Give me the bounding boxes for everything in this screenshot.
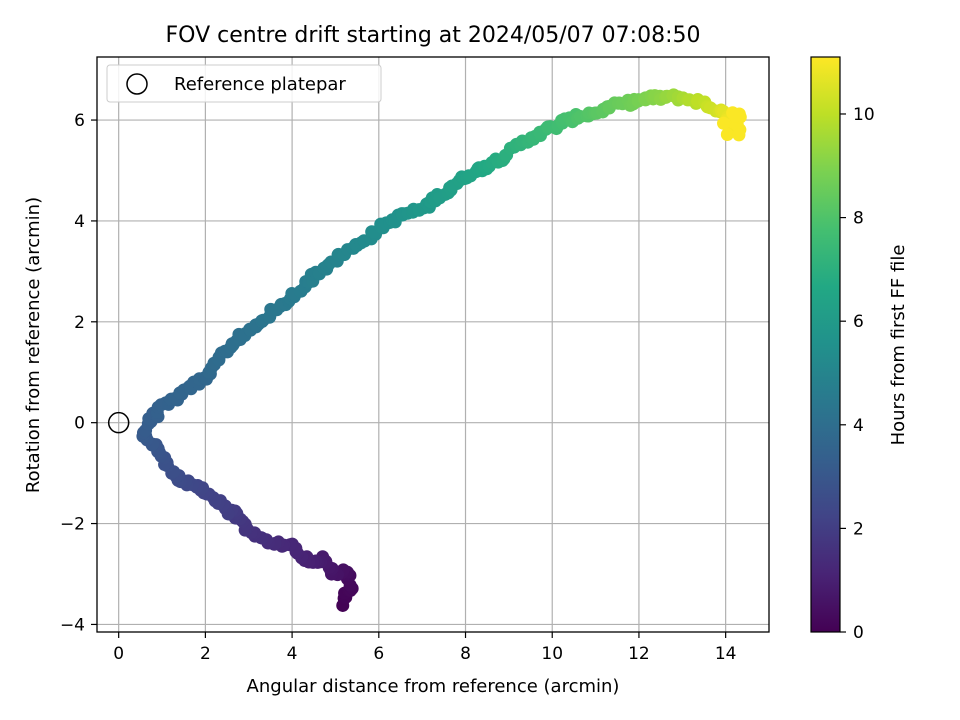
x-tick-label: 6 bbox=[373, 644, 384, 664]
x-tick-label: 0 bbox=[113, 644, 124, 664]
y-tick-label: 0 bbox=[74, 414, 85, 434]
x-axis-ticks: 0 2 4 6 8 10 12 14 bbox=[113, 632, 736, 664]
colorbar-tick-label: 10 bbox=[853, 105, 875, 125]
data-point bbox=[717, 116, 731, 130]
reference-platepar-marker bbox=[107, 411, 130, 434]
chart-title: FOV centre drift starting at 2024/05/07 … bbox=[166, 23, 701, 48]
x-axis-label: Angular distance from reference (arcmin) bbox=[247, 676, 620, 697]
y-axis-ticks: −4 −2 0 2 4 6 bbox=[60, 111, 97, 635]
y-axis-label: Rotation from reference (arcmin) bbox=[23, 197, 44, 493]
y-tick-label: 6 bbox=[74, 111, 85, 131]
data-point bbox=[720, 128, 734, 142]
y-tick-label: 2 bbox=[74, 313, 85, 333]
x-tick-label: 14 bbox=[715, 644, 737, 664]
plot-frame bbox=[96, 56, 770, 633]
scatter-points bbox=[107, 88, 747, 612]
x-tick-label: 10 bbox=[541, 644, 563, 664]
legend: Reference platepar bbox=[106, 64, 382, 103]
x-tick-label: 2 bbox=[200, 644, 211, 664]
data-point bbox=[732, 128, 746, 142]
legend-marker-reference bbox=[126, 73, 148, 95]
colorbar-tick-label: 2 bbox=[853, 519, 864, 539]
x-tick-label: 12 bbox=[628, 644, 650, 664]
colorbar-tick-label: 6 bbox=[853, 312, 864, 332]
grid-lines bbox=[97, 57, 769, 632]
colorbar-tick-label: 4 bbox=[853, 416, 864, 436]
colorbar-label: Hours from first FF file bbox=[888, 245, 909, 446]
colorbar-tick-label: 0 bbox=[853, 623, 864, 643]
x-tick-label: 8 bbox=[460, 644, 471, 664]
colorbar-tick-label: 8 bbox=[853, 209, 864, 229]
colorbar-ticks: 0 2 4 6 8 10 bbox=[840, 105, 875, 643]
colorbar bbox=[810, 56, 841, 633]
legend-label-reference: Reference platepar bbox=[174, 74, 346, 95]
y-tick-label: −4 bbox=[60, 615, 85, 635]
data-point bbox=[728, 109, 742, 123]
y-tick-label: −2 bbox=[60, 515, 85, 535]
legend-box bbox=[106, 64, 382, 103]
y-tick-label: 4 bbox=[74, 212, 85, 232]
x-tick-label: 4 bbox=[287, 644, 298, 664]
